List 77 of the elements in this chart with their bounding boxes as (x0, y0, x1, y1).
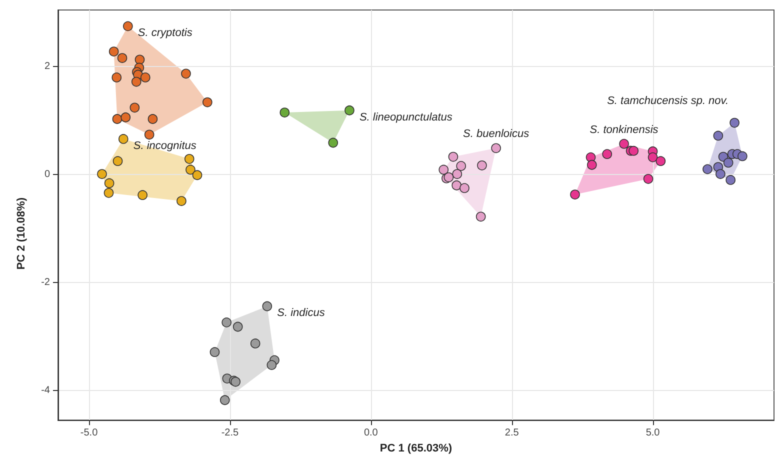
point (148, 114, 158, 124)
x-tick-label: 2.5 (504, 428, 520, 439)
point (232, 322, 243, 332)
point (477, 160, 487, 170)
point (134, 54, 145, 65)
point (452, 169, 462, 179)
point (118, 134, 128, 144)
point (602, 149, 612, 159)
series-label: S. indicus (277, 307, 326, 320)
point (280, 108, 290, 118)
point (202, 97, 212, 108)
point (456, 161, 466, 171)
point (619, 138, 629, 149)
point (628, 146, 639, 156)
point (656, 156, 666, 166)
point (448, 152, 458, 162)
point (123, 21, 133, 32)
point (140, 72, 150, 82)
point (108, 46, 119, 56)
point (97, 169, 107, 179)
point (130, 102, 140, 113)
point (112, 156, 123, 166)
point (181, 68, 191, 79)
point (570, 190, 580, 200)
point (723, 158, 734, 168)
series-label: S. buenloicus (463, 128, 530, 140)
point (476, 212, 486, 222)
point (112, 114, 122, 124)
x-tick-label: -5.0 (80, 428, 98, 439)
point (104, 178, 114, 188)
point (131, 76, 142, 87)
series-label: S. tamchucensis sp. nov. (607, 94, 729, 107)
point (587, 160, 597, 170)
series-label: S. lineopunctulatus (359, 111, 453, 124)
x-axis-title: PC 1 (65.03%) (380, 442, 452, 454)
point (120, 112, 131, 122)
x-tick-label: -2.5 (221, 428, 240, 439)
point (328, 138, 338, 148)
y-tick-label: 2 (44, 61, 50, 72)
point (738, 151, 748, 162)
point (344, 105, 354, 116)
point (716, 169, 726, 179)
point (210, 347, 220, 358)
point (266, 360, 277, 370)
point (713, 130, 724, 141)
point (452, 180, 462, 190)
point (184, 154, 194, 164)
point (702, 164, 712, 174)
y-axis-title: PC 2 (10.08%) (16, 197, 28, 270)
point (104, 188, 114, 198)
point (176, 196, 186, 206)
point (438, 164, 449, 175)
point (648, 152, 658, 162)
point (726, 175, 736, 185)
point (643, 174, 654, 184)
series-label: S. cryptotis (138, 27, 193, 40)
x-tick-label: 0.0 (364, 428, 378, 439)
point (220, 395, 230, 406)
point (144, 130, 154, 140)
point (491, 143, 501, 154)
point (112, 72, 122, 82)
y-tick-label: 0 (44, 169, 50, 180)
x-tick-label: 5.0 (646, 428, 660, 439)
series-label: S. tonkinensis (590, 124, 659, 136)
point (730, 118, 740, 128)
point (186, 164, 196, 175)
point (250, 338, 260, 348)
series-label: S. incognitus (133, 140, 197, 152)
point (192, 170, 202, 180)
y-tick-label: -2 (41, 277, 50, 288)
point (262, 301, 272, 312)
point (444, 172, 454, 182)
point (117, 53, 128, 63)
point (460, 183, 470, 193)
point (222, 318, 232, 328)
point (138, 190, 148, 200)
y-tick-label: -4 (41, 384, 50, 396)
